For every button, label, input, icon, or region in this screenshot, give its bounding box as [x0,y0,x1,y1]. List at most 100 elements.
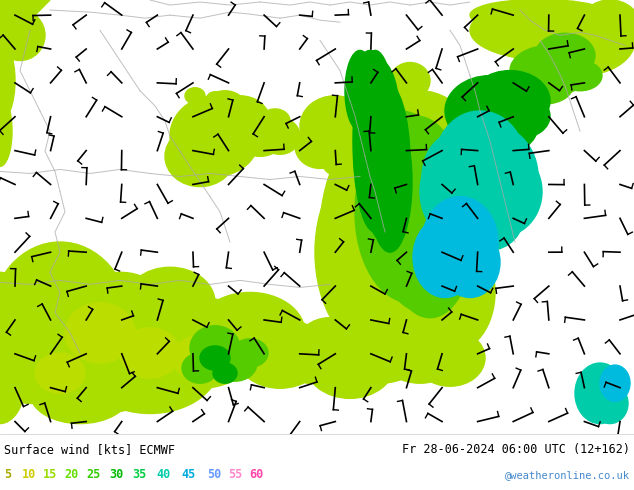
Ellipse shape [407,167,483,277]
Ellipse shape [455,173,525,250]
Ellipse shape [492,156,528,187]
Ellipse shape [295,124,345,169]
Ellipse shape [380,202,480,343]
Ellipse shape [0,302,70,403]
Ellipse shape [360,81,410,242]
Ellipse shape [232,339,268,367]
Text: Fr 28-06-2024 06:00 UTC (12+162): Fr 28-06-2024 06:00 UTC (12+162) [402,443,630,456]
Polygon shape [0,0,50,50]
Ellipse shape [352,50,388,151]
Ellipse shape [0,96,12,167]
Ellipse shape [435,111,525,212]
Text: 30: 30 [109,468,123,481]
Ellipse shape [185,88,205,104]
Ellipse shape [580,0,634,50]
Text: 5: 5 [4,468,11,481]
Ellipse shape [360,96,460,227]
Ellipse shape [462,98,538,154]
Text: 15: 15 [43,468,57,481]
Ellipse shape [483,133,527,170]
Ellipse shape [440,227,500,297]
Ellipse shape [517,68,573,104]
Ellipse shape [390,187,470,318]
Ellipse shape [395,131,475,232]
Ellipse shape [260,118,300,154]
Ellipse shape [165,126,235,187]
Ellipse shape [330,302,430,383]
Text: 60: 60 [249,468,263,481]
Ellipse shape [140,297,260,388]
Text: 10: 10 [22,468,36,481]
Ellipse shape [0,10,45,60]
Ellipse shape [182,353,218,383]
Text: 45: 45 [181,468,195,481]
Ellipse shape [355,121,465,302]
Ellipse shape [470,71,550,131]
Ellipse shape [0,242,130,403]
Text: Surface wind [kts] ECMWF: Surface wind [kts] ECMWF [4,443,175,456]
Ellipse shape [365,121,465,262]
Ellipse shape [172,336,228,380]
Ellipse shape [345,91,495,313]
Ellipse shape [65,302,135,363]
Ellipse shape [442,124,538,229]
Ellipse shape [30,363,130,423]
Ellipse shape [600,365,630,401]
Ellipse shape [360,60,400,181]
Ellipse shape [575,363,625,423]
Ellipse shape [315,151,445,353]
Ellipse shape [558,60,602,91]
Ellipse shape [210,96,270,146]
Ellipse shape [20,293,180,414]
Ellipse shape [368,111,412,252]
Ellipse shape [195,293,305,373]
Ellipse shape [125,267,215,338]
Ellipse shape [0,40,15,121]
Ellipse shape [390,63,430,99]
Ellipse shape [80,313,220,414]
Ellipse shape [458,146,542,237]
Ellipse shape [322,146,358,176]
Ellipse shape [405,111,515,272]
Text: 55: 55 [228,468,242,481]
Ellipse shape [470,0,630,60]
Ellipse shape [205,91,245,121]
Ellipse shape [170,96,260,176]
Ellipse shape [470,0,590,30]
Ellipse shape [353,50,397,232]
Ellipse shape [490,94,550,138]
Ellipse shape [35,353,85,393]
Ellipse shape [207,92,223,104]
Ellipse shape [382,96,418,126]
Ellipse shape [0,272,30,393]
Ellipse shape [235,116,285,156]
Ellipse shape [510,46,590,96]
Ellipse shape [260,109,290,133]
Ellipse shape [213,345,257,381]
Ellipse shape [295,318,365,378]
Ellipse shape [335,106,445,257]
Ellipse shape [525,5,634,75]
Ellipse shape [355,111,445,232]
Text: 20: 20 [64,468,78,481]
Ellipse shape [200,346,230,370]
Ellipse shape [375,151,475,313]
Ellipse shape [405,232,495,353]
Ellipse shape [70,272,170,353]
Ellipse shape [380,323,460,383]
Text: 40: 40 [156,468,171,481]
Ellipse shape [305,328,395,398]
Text: @weatheronline.co.uk: @weatheronline.co.uk [505,470,630,480]
Ellipse shape [322,116,378,167]
Ellipse shape [422,131,498,222]
Ellipse shape [438,187,502,257]
Ellipse shape [0,343,25,423]
Ellipse shape [280,333,340,383]
Text: 25: 25 [86,468,100,481]
Ellipse shape [367,75,423,116]
Text: 50: 50 [207,468,221,481]
Ellipse shape [448,96,512,146]
Ellipse shape [413,217,477,297]
Ellipse shape [380,131,500,313]
Ellipse shape [213,363,237,383]
